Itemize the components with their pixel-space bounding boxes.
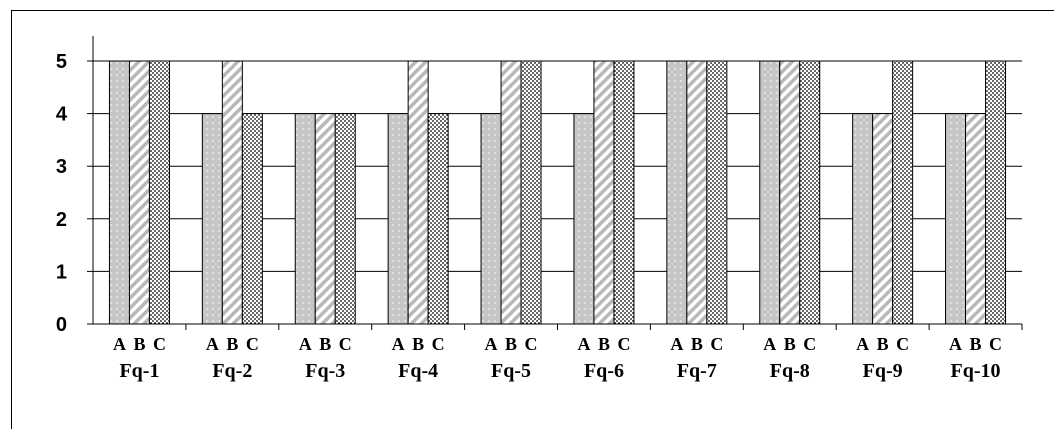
chart-frame <box>11 10 1054 429</box>
bars <box>108 60 1007 325</box>
bar-fq-9-c <box>892 60 914 325</box>
bar-label-b: B <box>412 334 424 354</box>
bar-label-b: B <box>970 334 982 354</box>
bar-label-a: A <box>113 334 126 354</box>
category-label: Fq-2 <box>212 360 252 382</box>
category-label: Fq-7 <box>677 360 717 382</box>
bar-fq-2-b <box>221 60 243 325</box>
bar-label-a: A <box>206 334 219 354</box>
bar-fq-7-c <box>706 60 728 325</box>
bar-label-c: C <box>989 334 1002 354</box>
bar-label-c: C <box>153 334 166 354</box>
bar-fq-6-a <box>573 113 595 325</box>
bar-fq-10-b <box>965 113 987 325</box>
axes <box>87 36 1023 330</box>
bar-label-a: A <box>856 334 869 354</box>
bar-label-b: B <box>598 334 610 354</box>
bar-fq-5-a <box>480 113 502 325</box>
bar-label-a: A <box>392 334 405 354</box>
bar-fq-4-c <box>427 113 449 325</box>
bar-label-c: C <box>896 334 909 354</box>
bar-label-b: B <box>691 334 703 354</box>
bar-label-c: C <box>617 334 630 354</box>
bar-label-c: C <box>339 334 352 354</box>
bar-fq-8-a <box>759 60 781 325</box>
bar-label-b: B <box>319 334 331 354</box>
bar-fq-5-b <box>500 60 522 325</box>
bar-fq-4-a <box>387 113 409 325</box>
bar-label-a: A <box>763 334 776 354</box>
bar-fq-9-b <box>872 113 894 325</box>
bar-label-b: B <box>505 334 517 354</box>
category-label: Fq-10 <box>951 360 1001 382</box>
bar-label-a: A <box>949 334 962 354</box>
y-tick-label: 3 <box>56 156 67 178</box>
bar-label-c: C <box>525 334 538 354</box>
category-label: Fq-8 <box>770 360 810 382</box>
bar-label-b: B <box>784 334 796 354</box>
bar-fq-3-c <box>334 113 356 325</box>
bar-label-a: A <box>577 334 590 354</box>
bar-fq-6-b <box>593 60 615 325</box>
bar-label-a: A <box>299 334 312 354</box>
bar-fq-9-a <box>852 113 874 325</box>
bar-fq-2-a <box>201 113 223 325</box>
y-tick-label: 4 <box>56 104 68 126</box>
y-tick-label: 5 <box>56 51 67 73</box>
bar-label-c: C <box>432 334 445 354</box>
category-label: Fq-6 <box>584 360 624 382</box>
bar-label-b: B <box>877 334 889 354</box>
category-label: Fq-1 <box>119 360 159 382</box>
category-label: Fq-4 <box>398 360 438 382</box>
bar-fq-1-c <box>148 60 170 325</box>
bar-fq-8-b <box>779 60 801 325</box>
bar-fq-1-b <box>128 60 150 325</box>
bar-fq-4-b <box>407 60 429 325</box>
bar-fq-7-b <box>686 60 708 325</box>
bar-label-a: A <box>670 334 683 354</box>
bar-fq-1-a <box>108 60 130 325</box>
bar-label-c: C <box>246 334 259 354</box>
bar-fq-10-a <box>945 113 967 325</box>
bar-fq-3-a <box>294 113 316 325</box>
bar-label-c: C <box>710 334 723 354</box>
bar-fq-8-c <box>799 60 821 325</box>
y-tick-label: 1 <box>56 261 67 283</box>
bar-label-b: B <box>133 334 145 354</box>
bar-label-b: B <box>226 334 238 354</box>
category-label: Fq-5 <box>491 360 531 382</box>
bar-fq-5-c <box>520 60 542 325</box>
bar-label-a: A <box>485 334 498 354</box>
bar-fq-6-c <box>613 60 635 325</box>
y-tick-label: 2 <box>56 209 67 231</box>
category-label: Fq-9 <box>863 360 903 382</box>
bar-fq-10-c <box>985 60 1007 325</box>
bar-fq-2-c <box>241 113 263 325</box>
bar-fq-7-a <box>666 60 688 325</box>
category-label: Fq-3 <box>305 360 345 382</box>
bar-label-c: C <box>803 334 816 354</box>
y-tick-label: 0 <box>56 314 67 336</box>
bar-fq-3-b <box>314 113 336 325</box>
